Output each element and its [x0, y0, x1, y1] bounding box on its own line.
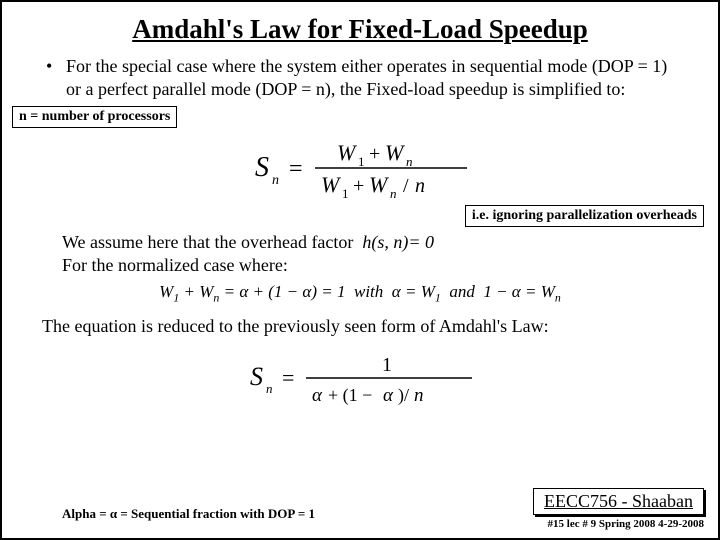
equation-normalized: W1 + Wn = α + (1 − α) = 1 with α = W1 an… [2, 280, 718, 311]
note-n-processors: n = number of processors [12, 106, 718, 128]
equation-2-svg: S n = 1 α + (1 − α )/ n [240, 345, 480, 411]
svg-text:W: W [369, 172, 389, 197]
svg-text:W: W [385, 140, 405, 165]
svg-text:=: = [289, 156, 303, 182]
svg-text:S: S [255, 152, 269, 183]
svg-text:α: α [383, 385, 394, 406]
assume-line2: For the normalized case where: [62, 255, 288, 275]
svg-text:n: n [390, 186, 397, 201]
note-overhead-box: i.e. ignoring parallelization overheads [465, 205, 704, 227]
svg-text:+: + [353, 175, 364, 197]
equation-2: S n = 1 α + (1 − α )/ n [2, 341, 718, 418]
svg-text:/: / [403, 175, 409, 197]
svg-text:1: 1 [342, 186, 349, 201]
reduced-paragraph: The equation is reduced to the previousl… [2, 311, 718, 340]
svg-text:n: n [414, 385, 424, 406]
equation-1: S n = W 1 + W n W 1 + W n / n [2, 128, 718, 211]
bullet-marker: • [42, 55, 66, 100]
svg-text:=: = [282, 365, 294, 390]
svg-text:W: W [337, 140, 357, 165]
bullet-item: • For the special case where the system … [42, 55, 678, 100]
bullet-text: For the special case where the system ei… [66, 55, 678, 100]
assume-line1: We assume here that the overhead factor … [62, 232, 434, 252]
footer: EECC756 - Shaaban #15 lec # 9 Spring 200… [533, 488, 704, 530]
svg-text:1: 1 [358, 154, 365, 169]
note-n-box: n = number of processors [12, 106, 177, 128]
footer-meta: #15 lec # 9 Spring 2008 4-29-2008 [533, 518, 704, 530]
svg-text:+ (1 −: + (1 − [328, 385, 372, 406]
svg-text:+: + [369, 143, 380, 165]
course-box: EECC756 - Shaaban [533, 488, 704, 515]
svg-text:n: n [266, 381, 273, 396]
alpha-note: Alpha = α = Sequential fraction with DOP… [62, 506, 315, 522]
slide-title: Amdahl's Law for Fixed-Load Speedup [2, 2, 718, 49]
svg-text:n: n [272, 173, 279, 188]
bullet-block: • For the special case where the system … [2, 49, 718, 104]
svg-text:n: n [406, 154, 413, 169]
svg-text:n: n [415, 175, 425, 197]
svg-text:1: 1 [382, 354, 392, 376]
equation-1-svg: S n = W 1 + W n W 1 + W n / n [245, 132, 475, 204]
svg-text:S: S [250, 362, 263, 391]
assume-paragraph: We assume here that the overhead factor … [2, 227, 718, 280]
svg-text:)/: )/ [398, 385, 409, 406]
svg-text:α: α [312, 385, 323, 406]
svg-text:W: W [321, 172, 341, 197]
